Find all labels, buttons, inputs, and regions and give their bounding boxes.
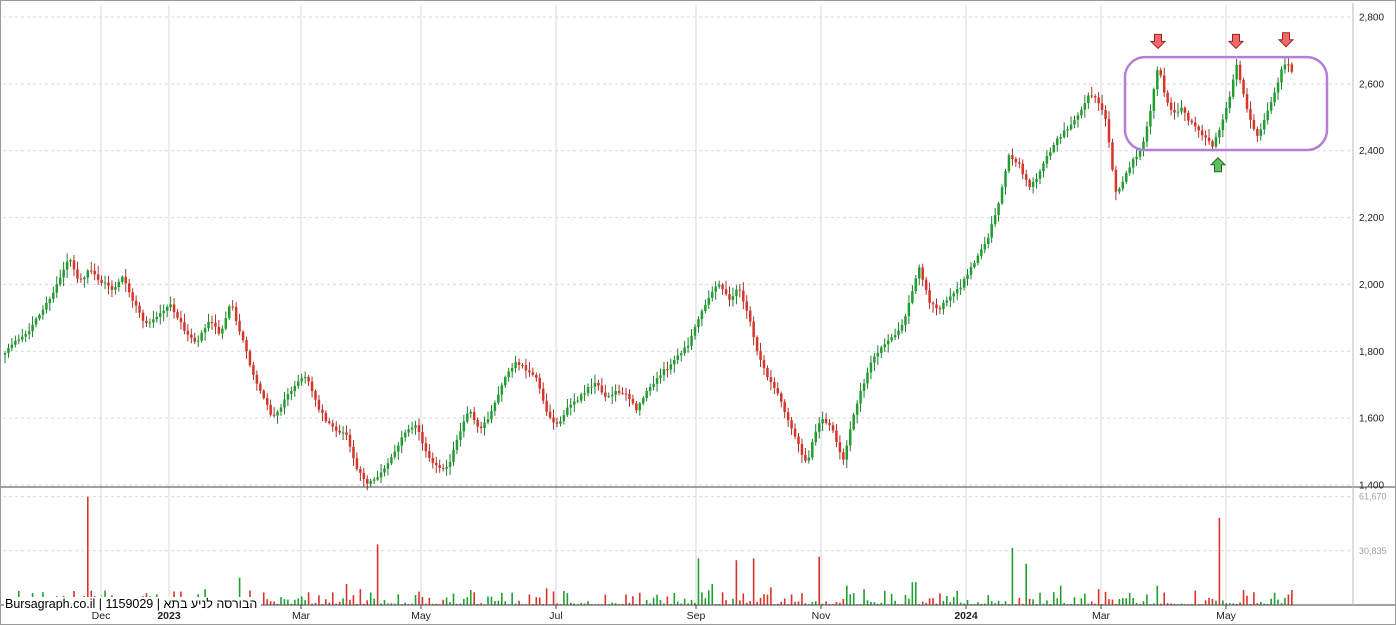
svg-text:1,400: 1,400 xyxy=(1359,481,1384,492)
svg-text:1,800: 1,800 xyxy=(1359,347,1384,358)
svg-text:1,600: 1,600 xyxy=(1359,414,1384,425)
grid-lines xyxy=(3,5,1353,605)
svg-text:2,000: 2,000 xyxy=(1359,280,1384,291)
svg-text:May: May xyxy=(1216,610,1237,622)
price-panel xyxy=(3,57,1294,491)
svg-text:30,835: 30,835 xyxy=(1359,546,1387,556)
down-arrow-icon xyxy=(1149,33,1167,50)
svg-text:2,800: 2,800 xyxy=(1359,13,1384,24)
svg-text:2,600: 2,600 xyxy=(1359,79,1384,90)
svg-text:2,400: 2,400 xyxy=(1359,146,1384,157)
axes: 2,800 2,600 2,400 2,200 2,000 1,800 1,600 1,400… xyxy=(1,3,1395,622)
consolidation-box xyxy=(1123,55,1329,152)
footer-credit: Bursagraph.co.il | 1159029 | הבורסה לניע… xyxy=(4,597,262,612)
up-arrow-icon xyxy=(1209,157,1227,173)
down-arrow-icon xyxy=(1227,33,1245,50)
svg-text:Sep: Sep xyxy=(687,610,706,622)
svg-text:Dec: Dec xyxy=(92,610,111,622)
svg-text:Nov: Nov xyxy=(812,610,831,622)
svg-text:2024: 2024 xyxy=(954,610,978,622)
svg-text:2,200: 2,200 xyxy=(1359,213,1384,224)
footer-text: Bursagraph.co.il | 1159029 | הבורסה לניע… xyxy=(5,597,258,611)
svg-text:2023: 2023 xyxy=(157,610,181,622)
svg-text:Jul: Jul xyxy=(549,610,562,622)
down-arrow-icon xyxy=(1277,32,1295,48)
annotations xyxy=(1123,32,1329,173)
svg-text:61,670: 61,670 xyxy=(1359,492,1387,502)
svg-text:May: May xyxy=(411,610,432,622)
svg-text:Mar: Mar xyxy=(1092,610,1111,622)
svg-text:Mar: Mar xyxy=(292,610,311,622)
